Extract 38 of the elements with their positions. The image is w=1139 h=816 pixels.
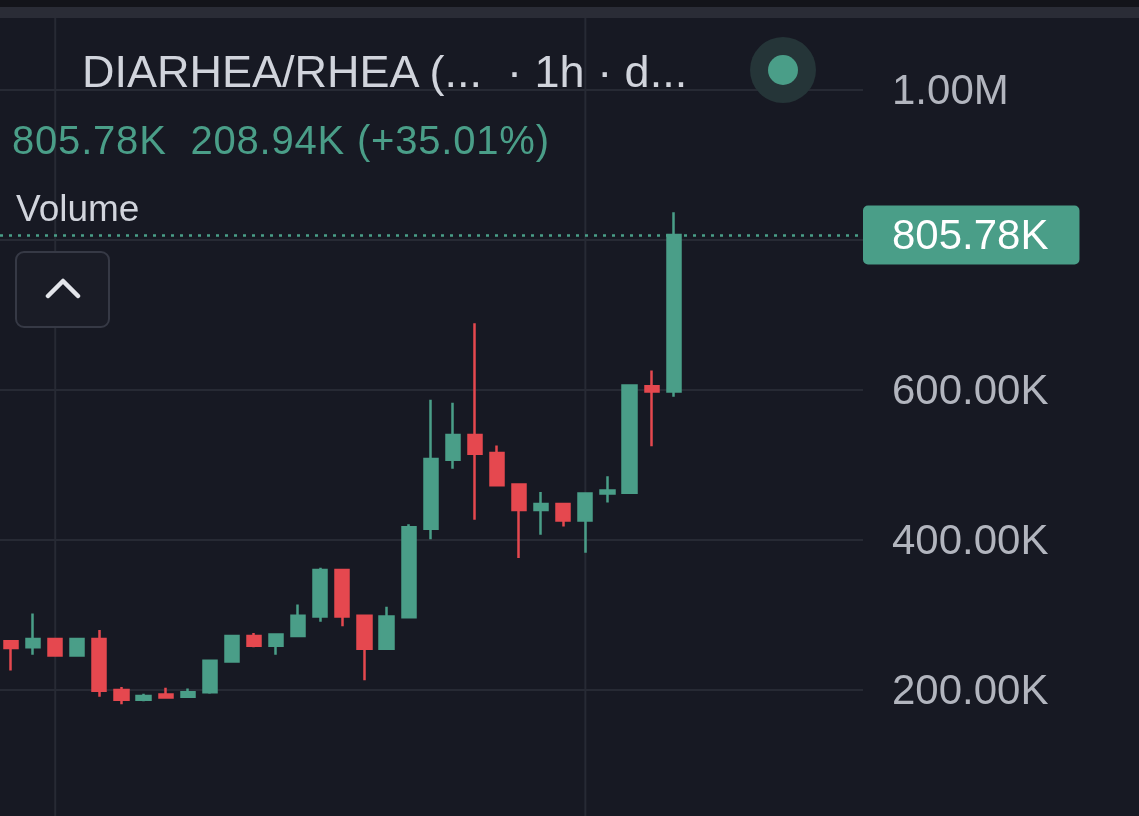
candlestick — [91, 628, 107, 698]
candlestick — [334, 568, 350, 628]
candlestick — [511, 483, 527, 560]
candlestick — [644, 369, 660, 448]
candlestick — [423, 398, 439, 541]
candlestick — [25, 612, 41, 656]
annotation: Volume — [16, 188, 140, 229]
candlestick — [555, 502, 571, 528]
ref-line-label: 805.78K — [892, 211, 1049, 259]
candlestick — [356, 614, 373, 682]
text: DIARHEA/RHEA (... · 1h · d... — [82, 46, 688, 97]
candlestick — [621, 383, 638, 494]
candlestick — [290, 603, 306, 638]
candlestick — [3, 640, 19, 672]
candlestick — [378, 605, 395, 650]
candlestick — [533, 490, 549, 536]
candlestick — [202, 658, 218, 695]
y-tick-label: 600.00K — [892, 365, 1049, 413]
candlestick — [158, 686, 174, 699]
text: 805.78K 208.94K (+35.01%) — [12, 118, 550, 162]
candlestick — [47, 637, 63, 657]
candlestick — [599, 475, 616, 504]
candlestick — [577, 492, 593, 554]
y-tick-label: 1.00M — [892, 65, 1009, 113]
candlestick — [135, 692, 152, 703]
candlestick — [489, 444, 505, 487]
candlestick — [180, 687, 196, 698]
candlestick — [224, 634, 240, 663]
candlestick — [312, 566, 328, 623]
candlestick — [401, 523, 417, 619]
candlestick — [113, 685, 130, 706]
candlestick — [467, 322, 483, 521]
y-tick-label: 200.00K — [892, 665, 1049, 713]
candlestick — [445, 401, 461, 470]
candlestick — [268, 633, 284, 656]
candlestick — [246, 631, 262, 649]
candlestick — [69, 637, 85, 657]
y-tick-label: 400.00K — [892, 515, 1049, 563]
